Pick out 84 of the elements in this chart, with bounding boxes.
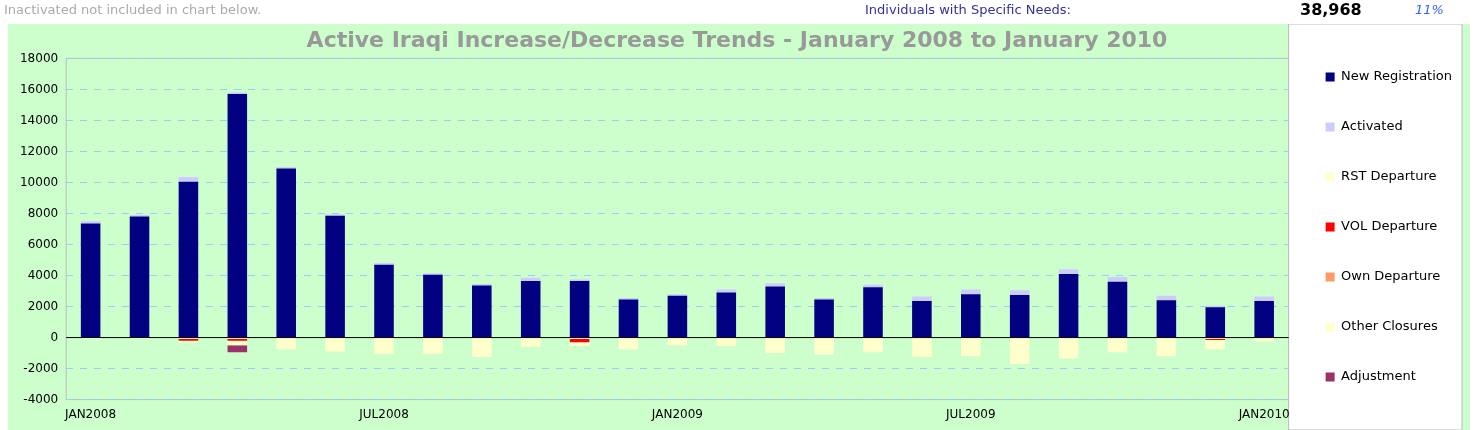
- bar: [618, 339, 639, 350]
- y-tick-label: 10000: [19, 174, 59, 189]
- bar: [1205, 339, 1226, 350]
- bar: [227, 345, 248, 353]
- bar: [1058, 342, 1079, 359]
- bar: [520, 340, 541, 347]
- text: 38,968: [1300, 0, 1362, 19]
- y-tick-label: 16000: [19, 81, 59, 96]
- y-tick-label: 4000: [27, 267, 59, 282]
- bar: [276, 339, 296, 350]
- legend-label: Adjustment: [1341, 368, 1416, 384]
- bar: [961, 289, 981, 295]
- bar: [912, 301, 932, 338]
- bar: [129, 216, 150, 338]
- bar: [1156, 339, 1177, 357]
- bar: [716, 292, 737, 338]
- bar: [1156, 300, 1177, 338]
- legend-label: Activated: [1341, 118, 1403, 134]
- bar: [80, 221, 101, 224]
- bar: [618, 299, 639, 338]
- y-tick-label: 18000: [19, 50, 59, 65]
- y-tick-label: -2000: [23, 360, 59, 375]
- bar: [716, 289, 737, 293]
- bar: [325, 339, 345, 352]
- bar: [765, 286, 785, 338]
- bar: [1254, 301, 1274, 338]
- bar: [178, 181, 199, 338]
- bar: [520, 280, 541, 338]
- bar: [472, 339, 492, 357]
- bar: [765, 339, 785, 354]
- bar: [472, 285, 492, 338]
- bar: [325, 215, 345, 338]
- y-tick-label: 6000: [27, 236, 59, 251]
- y-tick-label: -4000: [23, 391, 59, 406]
- bar: [423, 339, 443, 354]
- y-tick-label: 2000: [27, 298, 59, 313]
- bar: [1107, 277, 1128, 282]
- bar: [1107, 281, 1128, 338]
- x-tick-label: JAN2008: [64, 406, 117, 421]
- bar: [912, 342, 932, 357]
- bar: [569, 342, 590, 347]
- legend-label: Other Closures: [1341, 318, 1438, 334]
- chart-title: Active Iraqi Increase/Decrease Trends - January 2008 to January 2010: [306, 26, 1168, 52]
- x-tick-label: JUL2008: [358, 406, 409, 421]
- text: Individuals with Specific Needs:: [865, 2, 1071, 17]
- bar: [569, 280, 590, 338]
- legend-label: RST Departure: [1341, 168, 1437, 184]
- legend-label: VOL Departure: [1341, 218, 1438, 234]
- bar: [863, 287, 883, 338]
- bar: [423, 274, 443, 338]
- bar: [520, 277, 541, 281]
- bar: [912, 296, 932, 302]
- bar: [961, 294, 981, 338]
- bar: [1058, 273, 1079, 338]
- x-tick-label: JAN2009: [650, 406, 703, 421]
- bar: [1009, 290, 1030, 295]
- bar: [1009, 294, 1030, 338]
- bar: [1205, 307, 1226, 338]
- bar: [814, 339, 834, 355]
- bar: [1107, 342, 1128, 353]
- bar: [276, 168, 296, 338]
- bar: [178, 177, 199, 182]
- x-tick-label: JAN2010: [1237, 406, 1290, 421]
- bar: [814, 299, 834, 338]
- text: 11%: [1415, 2, 1444, 17]
- bar: [667, 295, 688, 338]
- bar: [1254, 296, 1274, 302]
- legend-label: New Registration: [1341, 68, 1453, 84]
- bar: [863, 339, 883, 353]
- bar: [374, 339, 394, 354]
- bar: [227, 94, 248, 338]
- bar: [765, 283, 785, 287]
- y-tick-label: 14000: [19, 112, 59, 127]
- x-tick-label: JUL2009: [945, 406, 996, 421]
- bar: [80, 223, 101, 338]
- y-tick-label: 8000: [27, 205, 59, 220]
- legend-label: Own Departure: [1341, 268, 1441, 284]
- y-tick-label: 12000: [19, 143, 59, 158]
- bar: [716, 339, 737, 347]
- y-tick-label: 0: [50, 329, 59, 344]
- bar: [374, 264, 394, 338]
- text: Inactivated not included in chart below.: [4, 2, 262, 17]
- bar: [1058, 269, 1079, 274]
- bar: [667, 339, 688, 346]
